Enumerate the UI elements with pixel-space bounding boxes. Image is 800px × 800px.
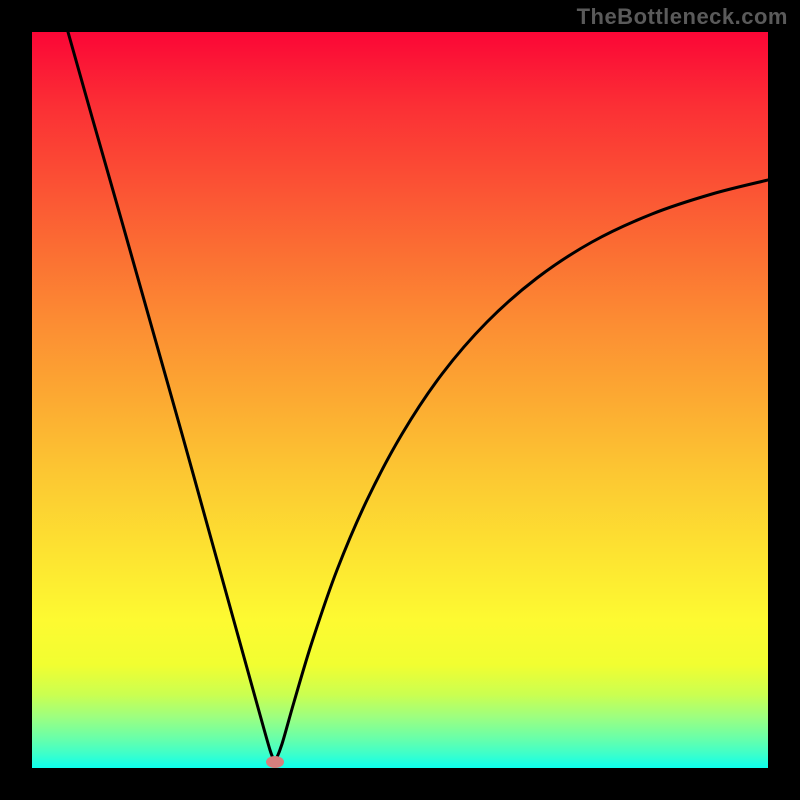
chart-frame: TheBottleneck.com [0,0,800,800]
response-curve [32,32,768,768]
plot-area [32,32,768,768]
curve-right-branch [275,180,768,762]
curve-left-branch [68,32,275,762]
watermark-text: TheBottleneck.com [577,4,788,30]
minimum-marker [266,756,284,768]
